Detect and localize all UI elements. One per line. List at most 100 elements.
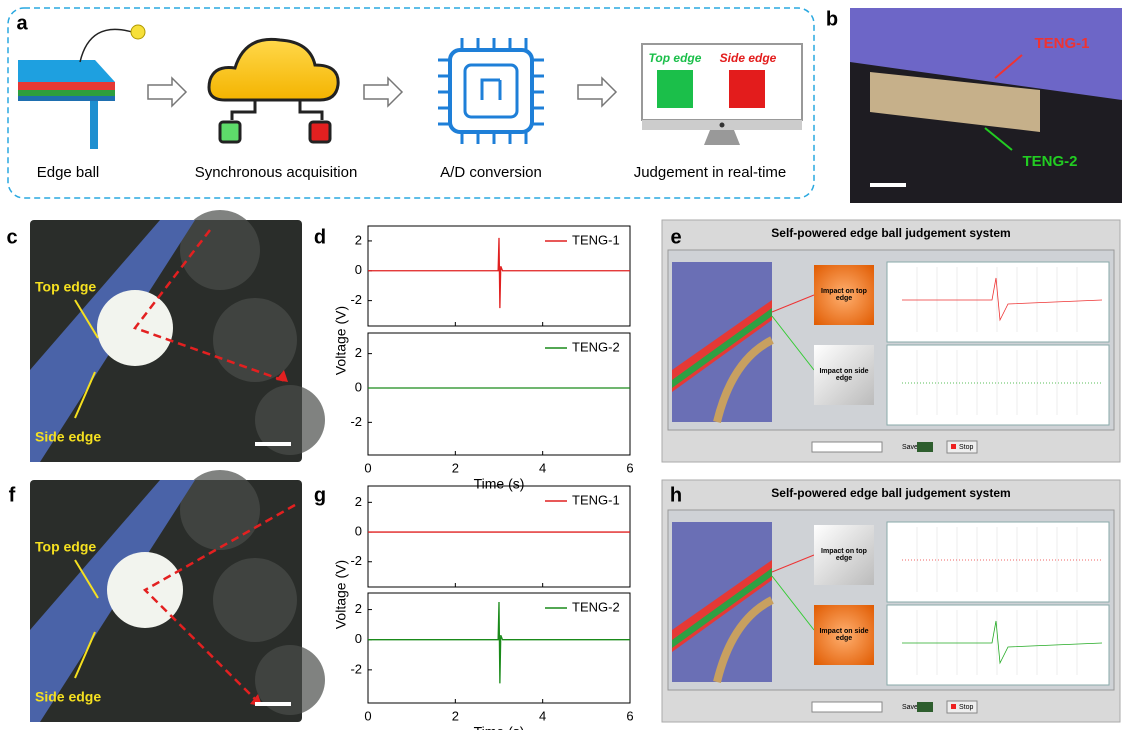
x-tick-label: 2 [452,460,459,475]
panel-letter: e [670,226,681,248]
panel-letter: h [670,484,682,506]
ui-button: Impact on side edge [814,345,874,405]
photo-bokeh [180,470,260,550]
legend-label: TENG-1 [572,232,620,247]
cloud-icon [207,37,340,144]
ui-dropdown [811,701,883,713]
series-line [368,602,630,684]
y-tick-label: -2 [350,553,362,568]
x-tick-label: 2 [452,708,459,723]
ui-button: Impact on top edge [814,525,874,585]
table-support [713,596,774,683]
photo-label: Top edge [35,279,96,295]
ui-save-led [917,442,933,452]
photo-bokeh [180,210,260,290]
pointer [74,559,99,599]
x-tick-label: 6 [626,708,633,723]
table-icon [18,24,146,149]
y-tick-label: -2 [350,661,362,676]
ui-trace [902,620,1103,665]
ui-save-label: Save [902,704,918,711]
ui-stop-label: Stop [959,444,974,451]
ui-stop-icon [951,704,956,709]
y-axis-title: Voltage (V) [333,560,349,629]
x-tick-label: 0 [364,708,371,723]
ui-stop-icon [951,444,956,449]
x-axis-title: Time (s) [474,476,525,492]
ui-title: Self-powered edge ball judgement system [771,226,1010,240]
scale-bar [870,183,906,187]
trajectory [142,503,296,707]
y-tick-label: -2 [350,414,362,429]
ui-save-label: Save [902,444,918,451]
connector [771,554,815,573]
ui-dropdown [811,441,883,453]
pointer [74,299,99,339]
connector [771,294,815,313]
panel-letter: d [314,226,326,248]
ui-chart [886,344,1110,426]
ui-button: Impact on side edge [814,605,874,665]
photo-bokeh [255,385,325,455]
ui-save-led [917,702,933,712]
step-label: Judgement in real-time [634,164,787,181]
y-tick-label: 2 [355,494,362,509]
photo-label: Side edge [35,429,101,445]
panel-letter: c [6,226,17,248]
arrow-head [276,370,288,382]
scale-bar [255,442,291,446]
scale-bar [255,702,291,706]
plot-frame [367,225,631,327]
panel-letter: b [826,8,838,30]
plot-frame [367,485,631,588]
photo-bokeh [255,645,325,715]
y-tick-label: 0 [355,523,362,538]
ui-button: Impact on top edge [814,265,874,325]
panel-letter: f [9,484,16,506]
y-tick-label: 0 [355,631,362,646]
connector [771,315,815,371]
trajectory [132,229,289,384]
pointer [74,371,96,419]
ui-stop-label: Stop [959,704,974,711]
x-tick-label: 6 [626,460,633,475]
y-tick-label: -2 [350,292,362,307]
table-edge [672,308,772,388]
step-label: A/D conversion [440,164,542,181]
pointer [74,631,96,679]
flow-arrows [147,76,618,108]
panel-letter: a [16,12,28,34]
pointer [984,127,1013,151]
legend-label: TENG-2 [572,339,620,354]
x-tick-label: 4 [539,460,546,475]
photo-sensor [870,72,1040,132]
step-label: Edge ball [37,164,100,181]
y-tick-label: 2 [355,232,362,247]
connector [771,575,815,631]
photo-label: Top edge [35,539,96,555]
ui-chart [886,261,1110,343]
y-tick-label: 0 [355,379,362,394]
photo-table [850,8,1122,100]
ui-title: Self-powered edge ball judgement system [771,486,1010,500]
y-tick-label: 2 [355,601,362,616]
ui-trace [902,277,1103,322]
monitor-label: Top edge [649,51,702,65]
legend-label: TENG-1 [572,492,620,507]
plot-frame [367,592,631,704]
x-tick-label: 4 [539,708,546,723]
table-edge [672,568,772,648]
legend-label: TENG-2 [572,599,620,614]
photo-bokeh [213,298,297,382]
pointer [994,54,1023,79]
x-axis-title: Time (s) [474,724,525,730]
photo-bokeh [213,558,297,642]
step-label: Synchronous acquisition [195,164,358,181]
chip-icon [438,38,544,144]
panel-letter: g [314,484,326,506]
plot-frame [367,332,631,456]
photo-label: TENG-1 [1034,35,1089,52]
ui-chart [886,521,1110,603]
